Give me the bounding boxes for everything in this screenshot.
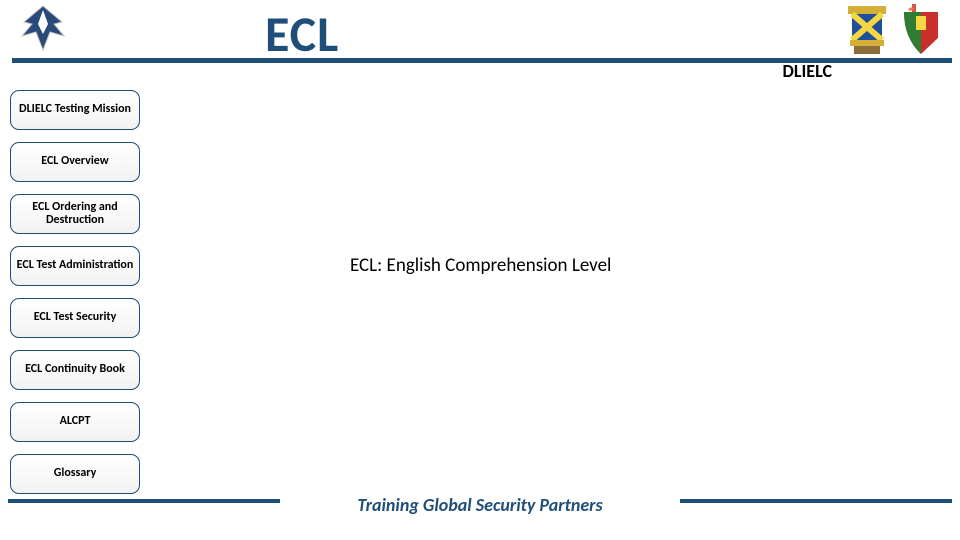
shield-crest-icon: [898, 4, 944, 56]
sidebar-item-ecl-test-administration[interactable]: ECL Test Administration: [10, 246, 140, 286]
footer-text: Training Global Security Partners: [0, 494, 960, 516]
sidebar-item-label: ALCPT: [60, 415, 91, 428]
air-force-logo-icon: [14, 4, 72, 52]
sidebar-item-ecl-test-security[interactable]: ECL Test Security: [10, 298, 140, 338]
sidebar-item-label: ECL Overview: [41, 155, 108, 168]
sidebar-item-alcpt[interactable]: ALCPT: [10, 402, 140, 442]
sidebar-item-label: ECL Continuity Book: [25, 363, 125, 376]
sidebar-item-label: ECL Test Administration: [17, 259, 134, 272]
header-divider: [12, 58, 952, 63]
sidebar-item-ecl-continuity-book[interactable]: ECL Continuity Book: [10, 350, 140, 390]
sidebar: DLIELC Testing Mission ECL Overview ECL …: [10, 90, 140, 494]
slide: ECL DLIELC DLIELC Testing Mission ECL Ov…: [0, 0, 960, 540]
sidebar-item-label: ECL Test Security: [34, 311, 117, 324]
org-label: DLIELC: [783, 60, 832, 82]
sidebar-item-dlielc-testing-mission[interactable]: DLIELC Testing Mission: [10, 90, 140, 130]
main-body-text: ECL: English Comprehension Level: [350, 254, 611, 277]
sidebar-item-label: Glossary: [54, 467, 97, 480]
page-title: ECL: [265, 4, 339, 65]
sidebar-item-glossary[interactable]: Glossary: [10, 454, 140, 494]
sidebar-item-ecl-overview[interactable]: ECL Overview: [10, 142, 140, 182]
sidebar-item-label: ECL Ordering and Destruction: [15, 201, 135, 227]
flag-crest-icon: [844, 4, 890, 56]
sidebar-item-label: DLIELC Testing Mission: [19, 103, 131, 116]
sidebar-item-ecl-ordering-destruction[interactable]: ECL Ordering and Destruction: [10, 194, 140, 234]
